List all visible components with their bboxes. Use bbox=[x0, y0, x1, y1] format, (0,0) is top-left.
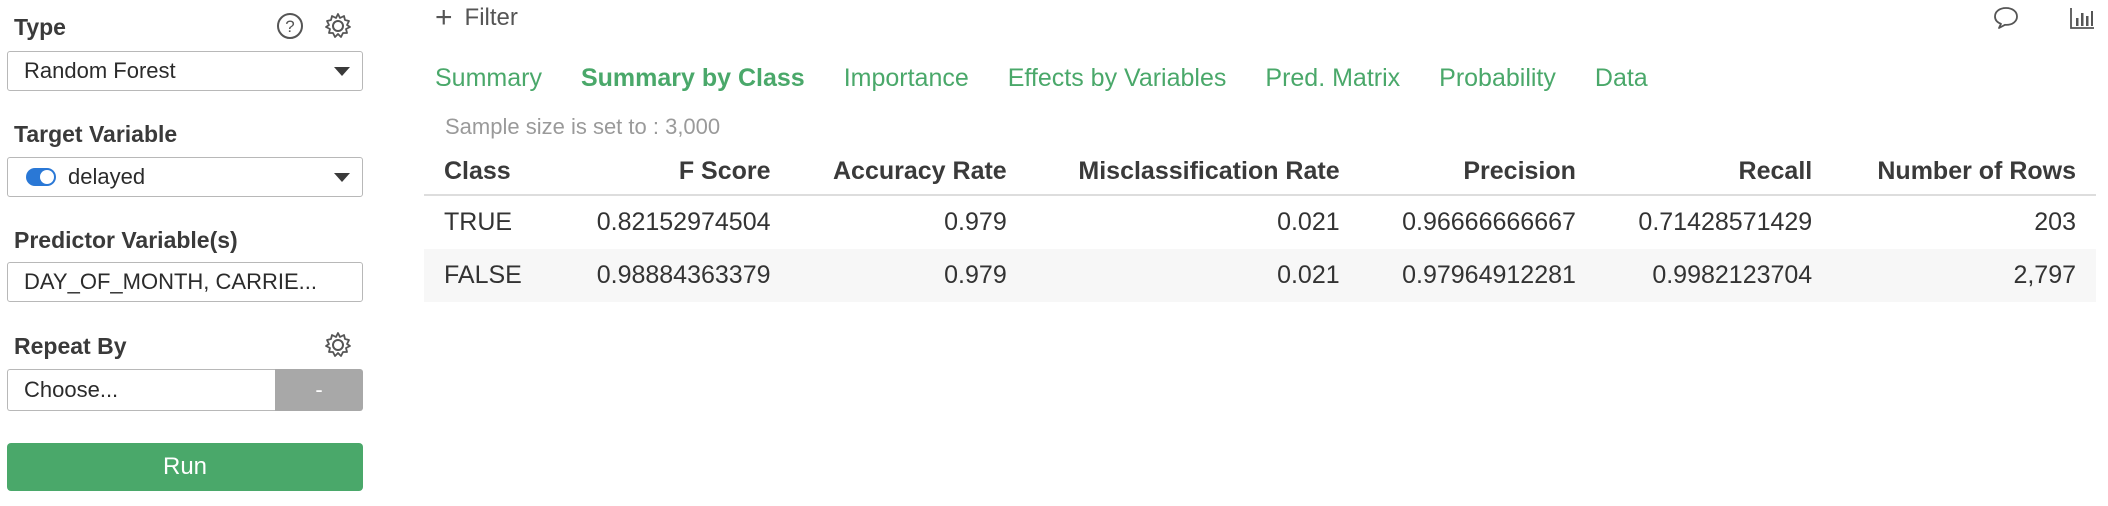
add-filter-button[interactable]: + Filter bbox=[435, 2, 518, 34]
repeat-by-input[interactable]: Choose... bbox=[7, 369, 275, 411]
predictor-variables-field[interactable]: DAY_OF_MONTH, CARRIE... bbox=[7, 262, 363, 302]
chevron-down-icon bbox=[334, 66, 350, 76]
predictor-variables-value: DAY_OF_MONTH, CARRIE... bbox=[24, 269, 317, 294]
chevron-down-icon bbox=[334, 172, 350, 182]
column-header[interactable]: Precision bbox=[1359, 148, 1596, 196]
table-row: TRUE 0.82152974504 0.979 0.021 0.9666666… bbox=[424, 195, 2096, 249]
table-cell: 0.9982123704 bbox=[1595, 249, 1833, 302]
repeat-by-label: Repeat By bbox=[14, 333, 127, 359]
result-tabs: Summary Summary by Class Importance Effe… bbox=[435, 64, 1687, 104]
target-variable-label: Target Variable bbox=[14, 121, 178, 147]
repeat-by-control: Choose... - bbox=[7, 369, 363, 411]
column-header[interactable]: F Score bbox=[554, 148, 791, 196]
gear-icon[interactable] bbox=[322, 329, 354, 361]
comment-icon[interactable] bbox=[1990, 2, 2022, 34]
table-cell: FALSE bbox=[424, 249, 555, 302]
type-select[interactable]: Random Forest bbox=[7, 51, 363, 91]
table-cell: 0.021 bbox=[1277, 208, 1340, 236]
svg-text:?: ? bbox=[285, 17, 294, 36]
tab-data[interactable]: Data bbox=[1594, 64, 1648, 92]
sample-size-note: Sample size is set to : 3,000 bbox=[445, 114, 721, 139]
table-cell: 0.96666666667 bbox=[1402, 208, 1576, 236]
gear-icon[interactable] bbox=[322, 10, 354, 42]
tab-summary[interactable]: Summary bbox=[435, 64, 542, 92]
table-cell: 0.82152974504 bbox=[596, 208, 771, 236]
table-cell: 0.021 bbox=[1026, 249, 1360, 302]
type-select-value: Random Forest bbox=[24, 58, 176, 83]
table-cell: 203 bbox=[2034, 208, 2076, 236]
filter-label: Filter bbox=[464, 4, 518, 31]
table-cell: TRUE bbox=[444, 208, 513, 236]
tab-pred-matrix[interactable]: Pred. Matrix bbox=[1265, 64, 1401, 92]
column-header[interactable]: Accuracy Rate bbox=[790, 148, 1027, 196]
table-cell: 0.71428571429 bbox=[1638, 208, 1813, 236]
column-header[interactable]: Class bbox=[424, 148, 555, 196]
type-label: Type bbox=[14, 14, 66, 40]
column-header[interactable]: Recall bbox=[1595, 148, 1833, 196]
table-cell: 0.97964912281 bbox=[1359, 249, 1596, 302]
table-cell: 0.979 bbox=[790, 249, 1027, 302]
tab-probability[interactable]: Probability bbox=[1439, 64, 1556, 92]
bar-chart-icon[interactable] bbox=[2066, 2, 2098, 34]
summary-by-class-table: Class F Score Accuracy Rate Misclassific… bbox=[424, 148, 2096, 302]
predictor-variables-label: Predictor Variable(s) bbox=[14, 227, 238, 253]
table-cell: 2,797 bbox=[1832, 249, 2096, 302]
target-variable-value: delayed bbox=[68, 164, 146, 189]
toggle-icon[interactable] bbox=[26, 168, 56, 186]
table-cell: 0.979 bbox=[944, 208, 1007, 236]
repeat-by-button[interactable]: - bbox=[275, 369, 363, 411]
column-header[interactable]: Number of Rows bbox=[1832, 148, 2096, 196]
column-header[interactable]: Misclassification Rate bbox=[1026, 148, 1360, 196]
run-button[interactable]: Run bbox=[7, 443, 363, 491]
table-cell: 0.98884363379 bbox=[554, 249, 791, 302]
tab-effects-by-variables[interactable]: Effects by Variables bbox=[1007, 64, 1227, 92]
tab-summary-by-class[interactable]: Summary by Class bbox=[580, 64, 805, 92]
plus-icon: + bbox=[435, 1, 453, 34]
target-variable-select[interactable]: delayed bbox=[7, 157, 363, 197]
help-icon[interactable]: ? bbox=[274, 10, 306, 42]
table-header-row: Class F Score Accuracy Rate Misclassific… bbox=[424, 148, 2096, 196]
tab-importance[interactable]: Importance bbox=[843, 64, 969, 92]
sidebar: Type ? Random Forest Target Variable del… bbox=[0, 0, 380, 506]
table-row: FALSE 0.98884363379 0.979 0.021 0.979649… bbox=[424, 249, 2096, 302]
